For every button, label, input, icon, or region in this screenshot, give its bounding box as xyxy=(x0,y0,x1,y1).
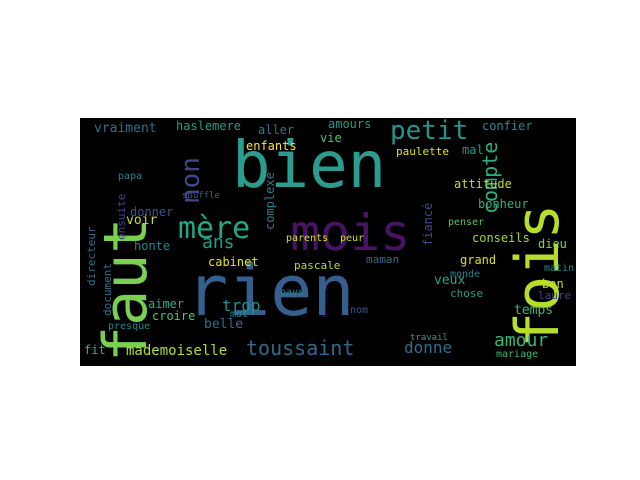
word-donner: donner xyxy=(130,205,174,219)
word-penser: penser xyxy=(448,217,485,228)
word-monde: monde xyxy=(450,269,481,280)
word-dieu: dieu xyxy=(538,237,567,251)
word-directeur: directeur xyxy=(85,226,98,286)
word-pays: pays xyxy=(280,287,305,298)
word-laure: laure xyxy=(538,289,572,302)
word-presque: presque xyxy=(108,321,151,332)
word-souffle: souffle xyxy=(182,191,220,201)
word-mois: mois xyxy=(290,204,411,262)
word-pascale: pascale xyxy=(294,259,341,272)
word-cabinet: cabinet xyxy=(208,255,259,269)
word-bien: bien xyxy=(232,129,387,203)
word-mere: mère xyxy=(178,211,251,246)
word-cloud: faut fois non compte complexe fiancé dir… xyxy=(80,118,576,366)
word-voir: voir xyxy=(126,213,158,228)
word-chose: chose xyxy=(450,287,484,300)
word-mademoiselle: mademoiselle xyxy=(126,343,228,359)
word-nom: nom xyxy=(350,305,369,316)
word-aller: aller xyxy=(258,123,295,137)
word-papa: papa xyxy=(118,171,143,182)
word-honte: honte xyxy=(134,239,171,253)
word-toussaint: toussaint xyxy=(246,336,355,360)
word-fois: fois xyxy=(503,203,573,349)
word-paulette: paulette xyxy=(396,145,449,158)
word-grand: grand xyxy=(460,253,497,267)
word-fit: fit xyxy=(84,343,106,357)
word-vie: vie xyxy=(320,131,342,145)
word-matin: matin xyxy=(544,263,575,274)
word-veux: veux xyxy=(434,273,466,288)
word-rien: rien xyxy=(186,250,355,332)
word-belle: belle xyxy=(204,317,244,332)
word-confier: confier xyxy=(482,119,533,133)
word-fiance: fiancé xyxy=(421,202,435,246)
word-vraiment: vraiment xyxy=(94,121,157,136)
word-amours: amours xyxy=(328,118,372,131)
word-bonheur: bonheur xyxy=(478,197,529,211)
word-donne: donne xyxy=(404,338,453,357)
word-bon: bon xyxy=(542,277,564,291)
word-aimer: aimer xyxy=(148,297,185,311)
word-mot: mot xyxy=(230,309,249,320)
word-conseils: conseils xyxy=(472,231,530,245)
word-ans: ans xyxy=(202,232,235,253)
word-mal: mal xyxy=(462,143,484,157)
word-parents: parents xyxy=(286,233,329,244)
word-trop: trop xyxy=(222,296,261,315)
word-temps: temps xyxy=(514,303,554,318)
word-maman: maman xyxy=(366,253,400,266)
word-travail: travail xyxy=(410,333,448,343)
word-mariage: mariage xyxy=(496,349,539,360)
word-petit: petit xyxy=(390,118,469,146)
word-amour: amour xyxy=(494,330,549,351)
word-peur: peur xyxy=(340,233,365,244)
word-croire: croire xyxy=(152,309,196,323)
word-attitude: attitude xyxy=(454,177,512,191)
word-haslemere: haslemere xyxy=(176,119,242,133)
word-document: document xyxy=(101,263,114,316)
word-enfants: enfants xyxy=(246,139,297,153)
